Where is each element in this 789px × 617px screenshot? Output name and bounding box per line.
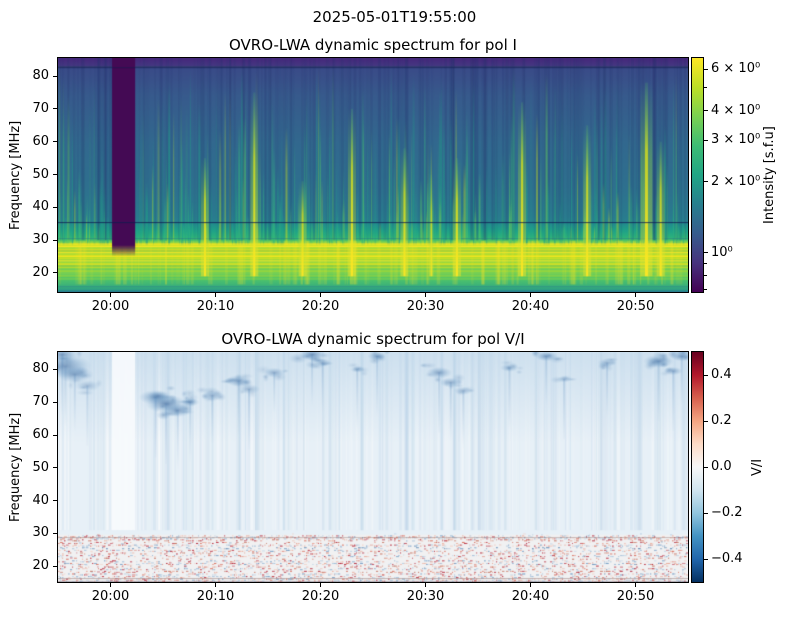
colorbar-tick-label: 0.2 [711,413,732,428]
x-tick-label: 20:00 [91,589,130,604]
x-tick-label: 20:30 [406,589,445,604]
y-tick-mark [53,206,57,208]
x-tick-mark [530,293,531,297]
y-tick-label: 80 [32,68,49,84]
colorbar-minor-tick-mark [704,288,707,290]
x-tick-mark [635,583,636,587]
y-tick-label: 70 [32,100,49,116]
y-tick-mark [53,239,57,241]
colorbar-tick-label: −0.4 [711,551,743,566]
colorbar-minor-tick-mark [704,262,707,264]
colorbar-tick-mark [704,110,708,112]
pol-i-plot-frame [57,57,689,293]
x-tick-mark [320,293,321,297]
x-tick-label: 20:40 [511,299,550,314]
x-tick-label: 20:50 [616,589,655,604]
y-tick-label: 30 [32,525,49,541]
x-tick-label: 20:20 [301,299,340,314]
x-tick-label: 20:50 [616,299,655,314]
y-tick-mark [53,272,57,274]
figure-suptitle: 2025-05-01T19:55:00 [312,8,477,26]
x-tick-mark [635,293,636,297]
colorbar-minor-tick-mark [704,274,707,276]
pol-i-spectrogram [58,58,688,292]
colorbar-tick-mark [704,558,708,560]
x-tick-mark [320,583,321,587]
y-tick-label: 20 [32,558,49,574]
y-tick-mark [53,174,57,175]
x-tick-label: 20:30 [406,299,445,314]
colorbar-tick-label: −0.2 [711,505,743,520]
x-tick-mark [110,293,111,297]
y-tick-mark [53,565,57,567]
colorbar-tick-mark [704,466,708,468]
y-tick-mark [53,401,57,403]
pol-i-title: OVRO-LWA dynamic spectrum for pol I [229,36,517,54]
x-tick-label: 20:20 [301,589,340,604]
y-tick-mark [53,434,57,436]
colorbar-tick-mark [704,139,708,141]
colorbar-tick-mark [704,252,708,254]
y-tick-label: 40 [32,492,49,508]
y-tick-label: 30 [32,232,49,248]
x-tick-label: 20:40 [511,589,550,604]
y-tick-label: 50 [32,166,49,182]
colorbar-tick-mark [704,374,708,376]
y-tick-mark [53,467,57,469]
colorbar-minor-tick-mark [704,87,707,89]
pol-vi-spectrogram [58,352,688,582]
pol-i-colorbar-gradient [692,58,703,292]
y-tick-label: 80 [32,361,49,377]
y-tick-label: 20 [32,264,49,280]
y-tick-label: 50 [32,459,49,475]
pol-vi-colorbar-gradient [692,352,703,582]
x-tick-label: 20:10 [196,589,235,604]
x-tick-mark [425,293,426,297]
colorbar-tick-label: 0.0 [711,459,732,474]
y-tick-mark [53,141,57,143]
x-tick-mark [215,293,216,297]
pol-i-colorbar [691,57,704,293]
colorbar-tick-mark [704,181,708,183]
colorbar-tick-label: 3 × 10⁰ [711,132,761,148]
y-tick-label: 70 [32,394,49,410]
y-tick-mark [53,368,57,370]
colorbar-tick-mark [704,512,708,514]
colorbar-tick-label: 6 × 10⁰ [711,61,761,77]
x-tick-mark [110,583,111,587]
x-tick-mark [530,583,531,587]
y-tick-mark [53,108,57,110]
x-tick-label: 20:00 [91,299,130,314]
colorbar-tick-label: 0.4 [711,367,732,382]
y-tick-mark [53,500,57,502]
colorbar-tick-mark [704,68,708,70]
colorbar-tick-mark [704,420,708,422]
x-tick-label: 20:10 [196,299,235,314]
pol-vi-plot-frame [57,351,689,583]
y-tick-label: 40 [32,199,49,215]
y-tick-label: 60 [32,133,49,149]
y-tick-mark [53,532,57,534]
colorbar-tick-label: 10⁰ [711,244,733,260]
pol-vi-colorbar [691,351,704,583]
pol-vi-title: OVRO-LWA dynamic spectrum for pol V/I [221,330,525,348]
colorbar-tick-label: 2 × 10⁰ [711,173,761,189]
x-tick-mark [425,583,426,587]
y-tick-label: 60 [32,427,49,442]
x-tick-mark [215,583,216,587]
colorbar-tick-label: 4 × 10⁰ [711,102,761,118]
y-tick-mark [53,75,57,77]
